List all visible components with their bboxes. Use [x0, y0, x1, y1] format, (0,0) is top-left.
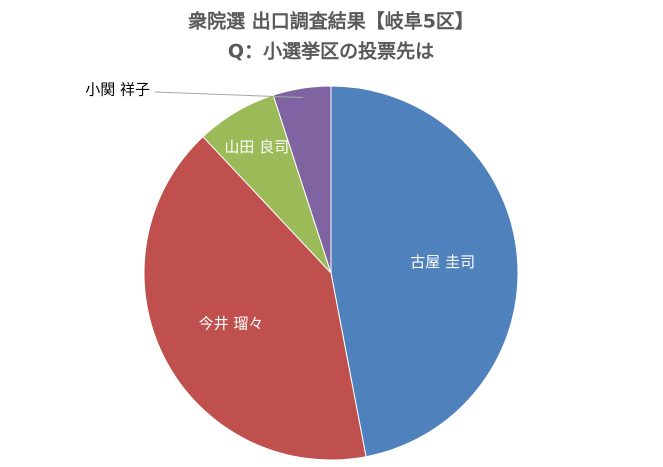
- leader-line: [154, 91, 304, 99]
- slice-label: 古屋 圭司: [410, 253, 475, 271]
- slice-label: 今井 瑠々: [199, 314, 264, 332]
- pie-slice: [330, 85, 519, 458]
- slice-label: 小関 祥子: [85, 81, 150, 99]
- chart-subtitle: Q：小選挙区の投票先は: [228, 40, 434, 63]
- pie-slice: [272, 85, 332, 274]
- slice-label: 山田 良司: [224, 138, 289, 156]
- pie-slice: [143, 135, 367, 461]
- chart-title: 衆院選 出口調査結果【岐阜5区】: [188, 10, 474, 33]
